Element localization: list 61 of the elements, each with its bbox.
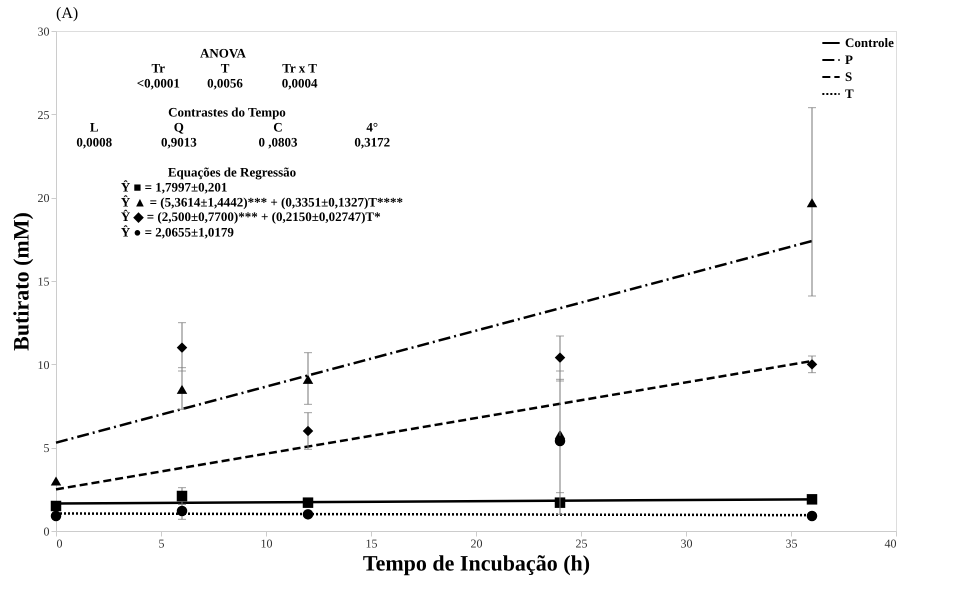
point xyxy=(176,490,188,502)
point xyxy=(806,198,818,208)
point xyxy=(806,494,818,505)
y-tick-label: 5 xyxy=(44,441,50,456)
annotation: Tr x T xyxy=(282,60,318,76)
y-axis-title: Butirato (mM) xyxy=(8,212,34,351)
annotation: 0 ,0803 xyxy=(258,134,298,150)
point xyxy=(302,426,314,436)
point xyxy=(50,500,62,512)
x-tick-label: 0 xyxy=(56,536,62,550)
x-axis-title: Tempo de Incubação (h) xyxy=(362,550,590,576)
y-tick-label: 10 xyxy=(38,358,50,372)
point xyxy=(554,352,566,363)
legend-label: S xyxy=(845,69,852,84)
point xyxy=(176,506,188,516)
annotation: T xyxy=(220,60,230,76)
legend-label: Controle xyxy=(845,35,894,50)
annotation: 0,0008 xyxy=(76,134,113,150)
point xyxy=(554,436,566,446)
point xyxy=(806,510,818,522)
point xyxy=(302,497,314,508)
annotation: 4° xyxy=(366,120,378,135)
point xyxy=(806,359,818,370)
annotation: Q xyxy=(174,120,184,135)
point xyxy=(302,509,314,520)
x-tick-label: 25 xyxy=(576,536,588,550)
x-tick-label: 20 xyxy=(470,536,482,550)
annotation: L xyxy=(90,120,99,135)
y-tick-label: 0 xyxy=(44,524,50,538)
x-tick-label: 30 xyxy=(680,536,692,550)
x-tick-label: 15 xyxy=(366,536,378,550)
y-tick-label: 30 xyxy=(38,24,50,38)
annotation: Ŷ ● = 2,0655±1,0179 xyxy=(120,224,234,240)
point xyxy=(302,374,314,384)
annotation: 0,3172 xyxy=(354,134,390,150)
x-tick-label: 35 xyxy=(786,536,798,550)
annotation: <0,0001 xyxy=(136,76,180,90)
chart-title: (A) xyxy=(56,5,78,22)
x-tick-label: 5 xyxy=(158,536,164,550)
legend-label: T xyxy=(845,86,854,101)
y-tick-label: 15 xyxy=(38,274,50,288)
annotation: Ŷ ▲ = (5,3614±1,4442)*** + (0,3351±0,1327)T**** xyxy=(120,194,403,210)
annotation: Ŷ ◆ = (2,500±0,7700)*** + (0,2150±0,02747)T* xyxy=(120,208,381,224)
annotation: Ŷ ■ = 1,7997±0,201 xyxy=(120,180,228,195)
legend-label: P xyxy=(845,52,853,67)
annotation: 0,0056 xyxy=(207,76,244,90)
point xyxy=(50,476,62,486)
x-tick-label: 10 xyxy=(260,536,272,550)
x-tick-label: 40 xyxy=(884,536,896,550)
annotation: 0,0004 xyxy=(282,76,318,90)
y-tick-label: 25 xyxy=(38,108,50,122)
point xyxy=(50,510,62,522)
y-tick-label: 20 xyxy=(38,191,50,206)
point xyxy=(176,384,188,394)
annotation: Tr xyxy=(152,60,166,76)
point xyxy=(176,342,188,353)
annotation: 0,9013 xyxy=(160,134,198,150)
annotation: C xyxy=(273,120,283,135)
annotation: Contrastes do Tempo xyxy=(168,104,286,120)
annotation: Equações de Regressão xyxy=(168,164,296,180)
annotation: ANOVA xyxy=(200,46,247,60)
